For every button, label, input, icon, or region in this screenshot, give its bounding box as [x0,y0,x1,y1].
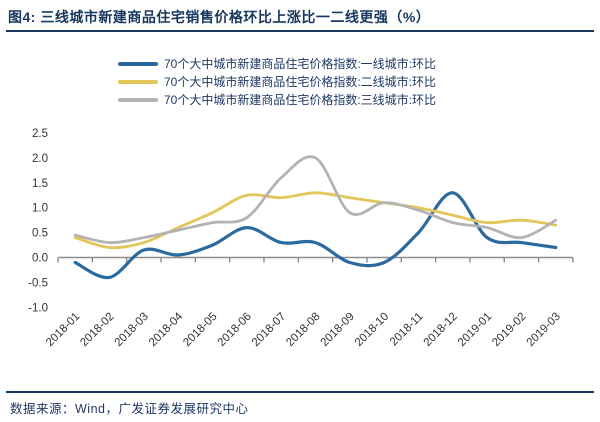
series-line-3 [73,155,558,245]
x-tick-label: 2018-06 [216,311,254,349]
x-tick-label: 2018-07 [250,311,288,349]
legend-label-tier1: 70个大中城市新建商品住宅价格指数:一线城市:环比 [164,57,437,71]
tier2-line-swatch [118,80,158,84]
chart-legend: 70个大中城市新建商品住宅价格指数:一线城市:环比 70个大中城市新建商品住宅价… [118,55,436,109]
legend-label-tier3: 70个大中城市新建商品住宅价格指数:三线城市:环比 [164,93,437,107]
x-tick-label: 2018-12 [422,311,460,349]
x-tick-label: 2018-10 [353,311,391,349]
x-tick-label: 2018-05 [181,311,219,349]
x-tick-label: 2018-01 [44,311,82,349]
tier3-line-swatch [118,98,158,102]
x-tick-label: 2018-03 [113,311,151,349]
series-line-1 [73,191,558,280]
legend-item-tier3: 70个大中城市新建商品住宅价格指数:三线城市:环比 [118,91,436,109]
x-tick-label: 2019-02 [490,311,528,349]
x-tick-label: 2019-01 [456,311,494,349]
legend-item-tier1: 70个大中城市新建商品住宅价格指数:一线城市:环比 [118,55,436,73]
figure-title: 图4: 三线城市新建商品住宅销售价格环比上涨比一二线更强（%） [8,9,431,25]
x-tick-label: 2018-04 [147,310,186,349]
x-tick-label: 2018-09 [319,311,357,349]
legend-label-tier2: 70个大中城市新建商品住宅价格指数:二线城市:环比 [164,75,437,89]
legend-item-tier2: 70个大中城市新建商品住宅价格指数:二线城市:环比 [118,73,436,91]
title-divider-line [6,30,594,33]
y-tick-label: 0.0 [32,253,48,265]
y-tick-label: 1.5 [32,178,48,190]
x-tick-label: 2019-03 [525,311,563,349]
data-source-note: 数据来源：Wind，广发证券发展研究中心 [10,402,249,416]
y-tick-label: 1.0 [32,203,48,215]
y-tick-label: -1.0 [28,302,48,314]
footer-divider-line [6,391,594,394]
y-tick-label: -0.5 [28,277,48,289]
series-line-2 [73,191,558,250]
tier1-line-swatch [118,62,158,66]
x-tick-label: 2018-08 [284,311,322,349]
x-tick-label: 2018-02 [78,311,116,349]
x-axis [57,256,574,263]
y-tick-label: 0.5 [32,228,48,240]
y-tick-label: 2.5 [32,128,48,140]
x-tick-label: 2018-11 [388,311,426,349]
y-tick-label: 2.0 [32,153,48,165]
